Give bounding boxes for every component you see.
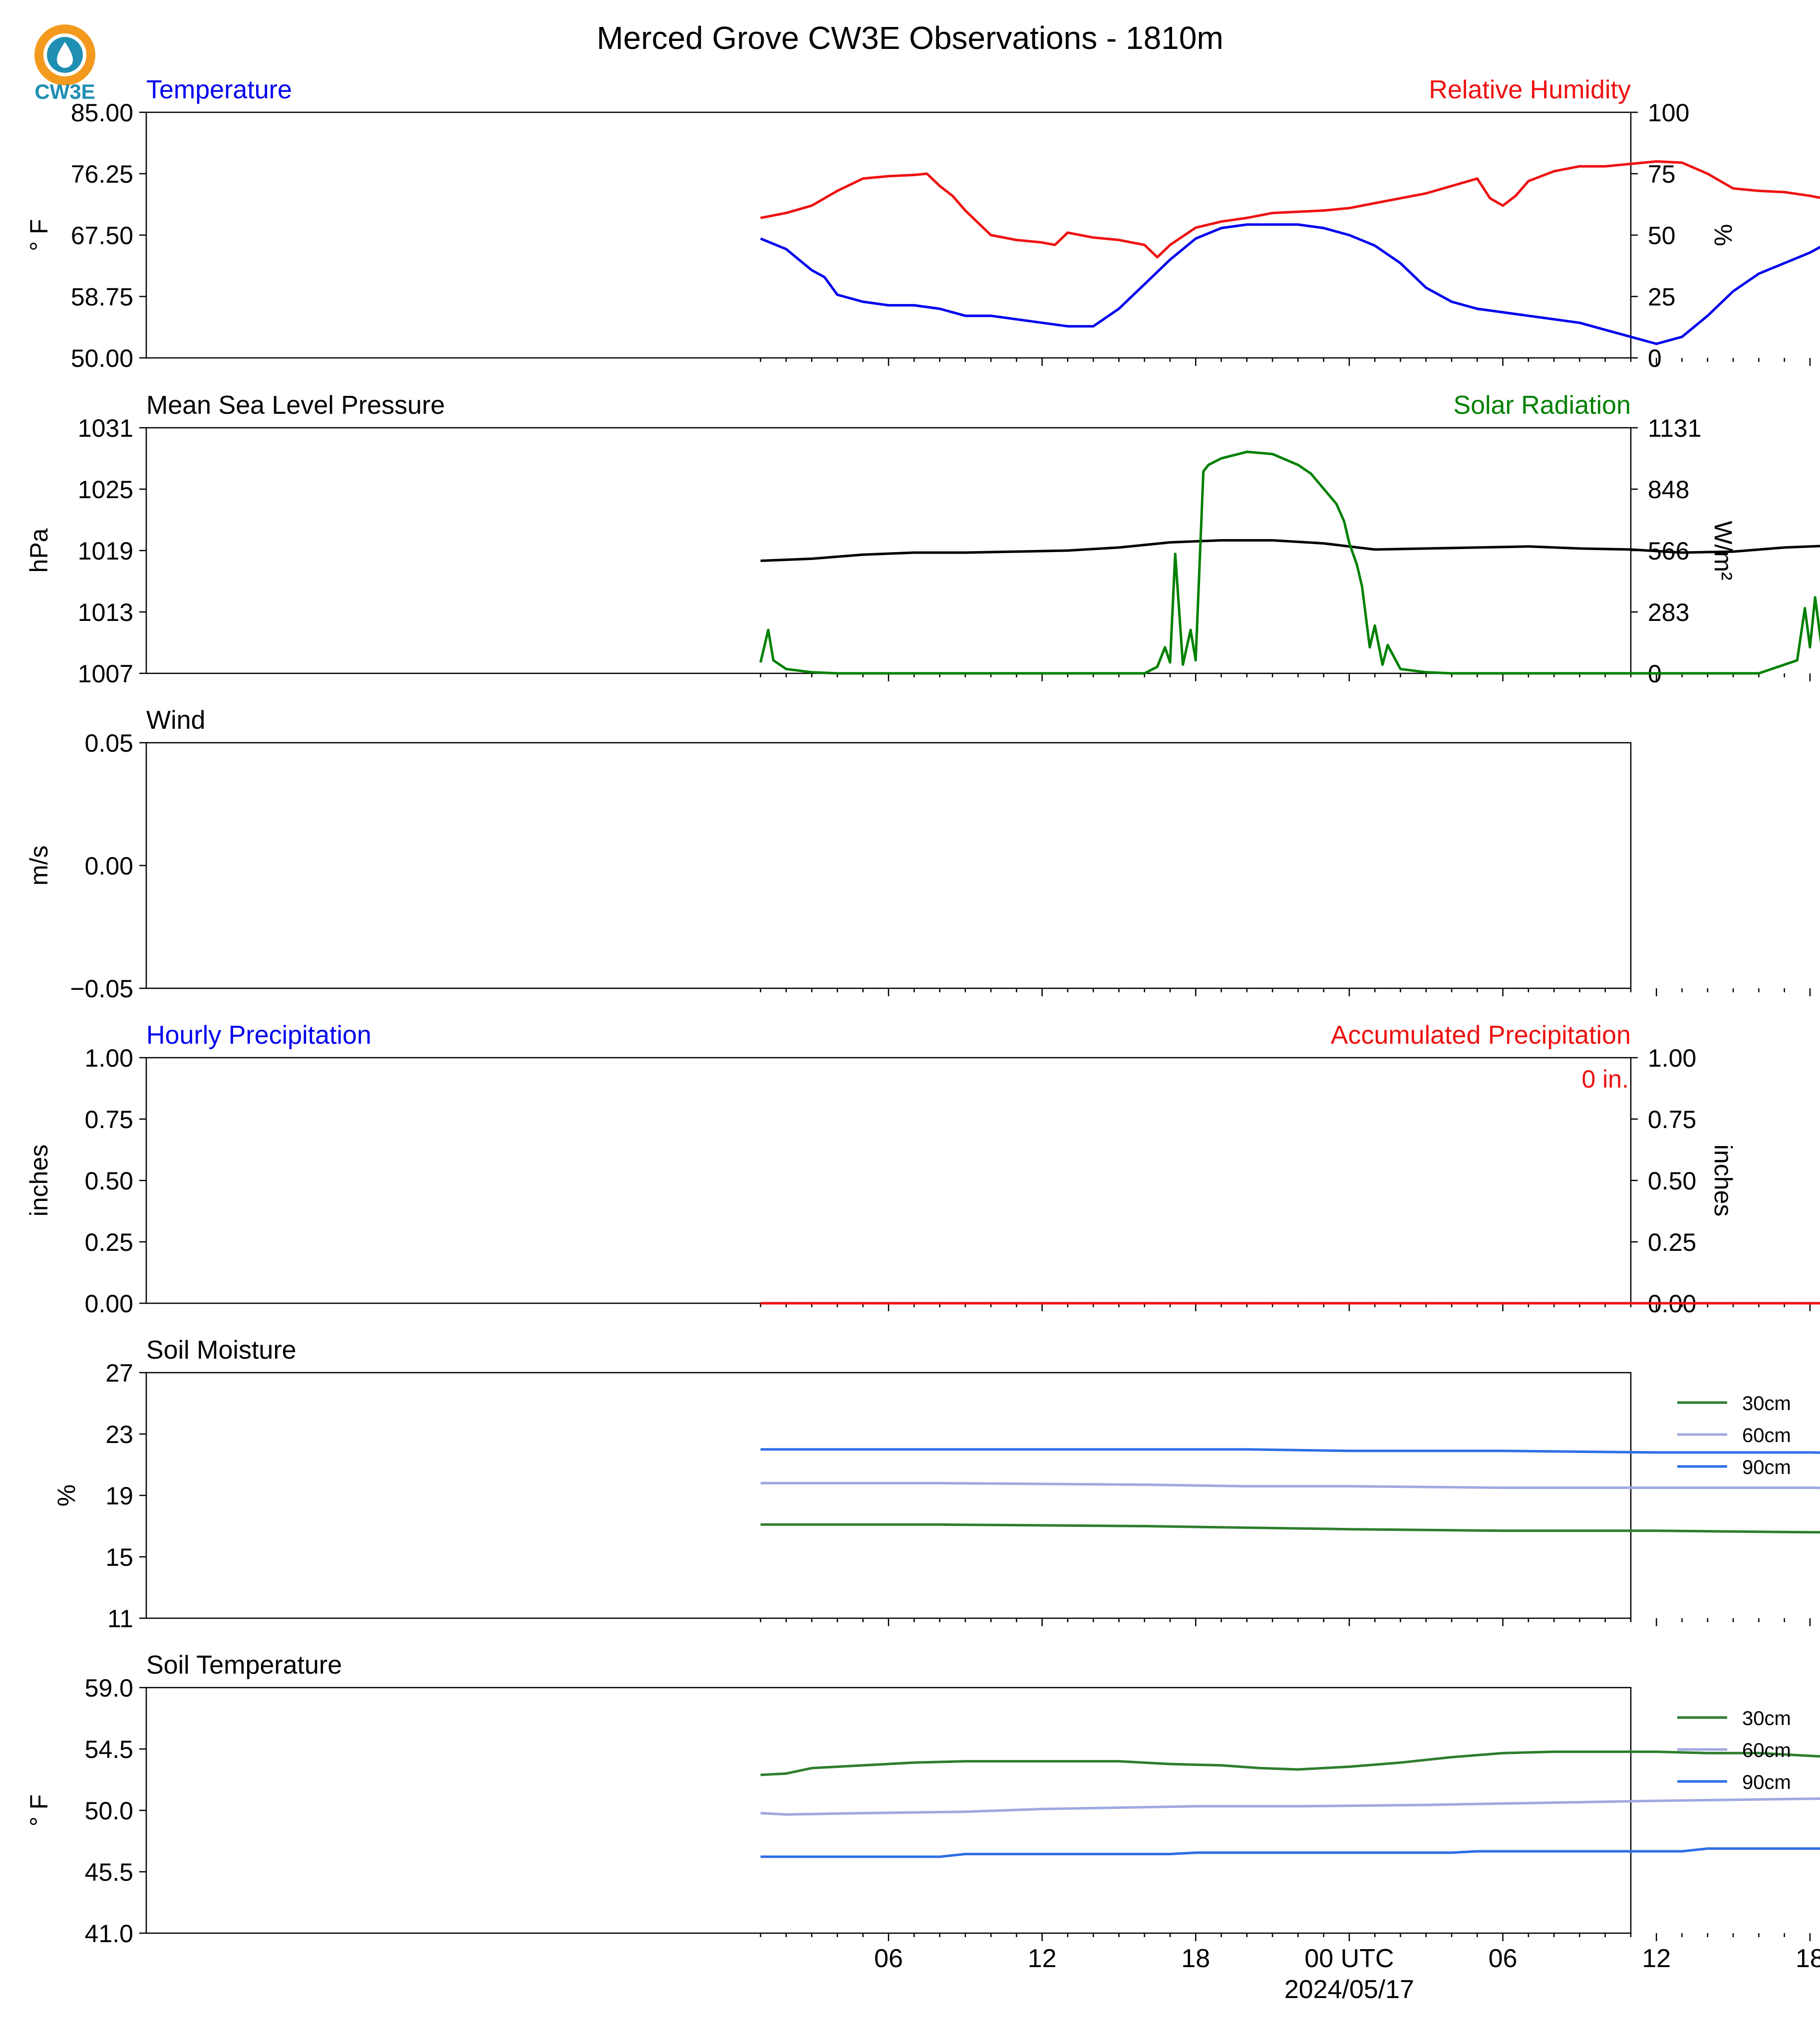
series-line-temperature: [760, 223, 1820, 345]
y-left-tick-label: 59.0: [85, 1674, 133, 1702]
logo-drop-icon: [57, 42, 73, 68]
panel-3: 0.05 0.00 −0.05 Wind m/s: [25, 706, 1811, 1003]
x-tick-label: 06: [874, 1944, 903, 1973]
legend-label: 60cm: [1742, 1425, 1791, 1447]
legend-label: 90cm: [1742, 1456, 1791, 1478]
y-left-axis-label: ° F: [25, 1794, 53, 1826]
y-left-tick-label: −0.05: [70, 975, 133, 1003]
series-line-solar-radiation: [759, 450, 1820, 675]
y-left-tick-label: 0.25: [85, 1228, 133, 1256]
panel-title-left: Temperature: [146, 75, 292, 104]
x-tick-label: 00 UTC: [1304, 1944, 1394, 1973]
panel-title-right: Solar Radiation: [1453, 391, 1631, 420]
y-right-axis-label: %: [1709, 224, 1737, 246]
y-left-tick-label: 0.50: [85, 1167, 133, 1195]
y-right-tick-label: 75: [1648, 160, 1676, 188]
y-left-tick-label: 1.00: [85, 1044, 133, 1072]
y-left-axis-label: ° F: [25, 219, 53, 251]
panel-6: 59.0 54.5 50.0 45.5 41.0 Soil Temperature ° F 3…: [25, 1651, 1820, 1948]
series-line-relative-humidity: [760, 160, 1820, 259]
x-tick-date-label: 2024/05/17: [1284, 1975, 1414, 2004]
y-left-axis-label: inches: [25, 1145, 53, 1217]
panel-5: 27 23 19 15 11 Soil Moisture% 30cm 60cm 90cm: [52, 1336, 1820, 1633]
x-tick-label: 12: [1028, 1944, 1057, 1973]
panel-title-left: Soil Moisture: [146, 1336, 297, 1365]
y-left-tick-label: 1025: [78, 476, 133, 504]
legend-label: 30cm: [1742, 1393, 1791, 1415]
y-left-tick-label: 15: [105, 1543, 133, 1571]
y-left-tick-label: 45.5: [85, 1858, 133, 1886]
panel-title-right: Accumulated Precipitation: [1331, 1021, 1631, 1050]
y-right-tick-label: 0.25: [1648, 1228, 1696, 1256]
x-tick-label: 06: [1489, 1944, 1517, 1973]
legend-label: 30cm: [1742, 1708, 1791, 1730]
y-right-tick-label: 848: [1648, 476, 1689, 504]
y-left-axis-label: m/s: [25, 846, 53, 886]
y-left-tick-label: 11: [107, 1605, 133, 1633]
panel-title-left: Soil Temperature: [146, 1651, 342, 1680]
y-left-tick-label: 41.0: [85, 1920, 133, 1948]
series-line-60cm: [760, 1481, 1820, 1489]
y-right-tick-label: 0.75: [1648, 1106, 1696, 1134]
panel-1: 85.00 76.25 67.50 58.75 50.00 100 75 50 25 0 Tempe…: [25, 75, 1820, 372]
y-left-tick-label: 23: [105, 1421, 133, 1449]
y-left-tick-label: 1019: [78, 537, 133, 565]
logo-text: CW3E: [34, 80, 95, 103]
y-right-tick-label: 1.00: [1648, 1044, 1696, 1072]
y-left-tick-label: 85.00: [71, 99, 133, 127]
panel-title-left: Wind: [146, 706, 205, 735]
y-left-tick-label: 27: [105, 1359, 133, 1387]
y-left-tick-label: 50.0: [85, 1797, 133, 1825]
y-left-tick-label: 67.50: [71, 222, 133, 250]
y-left-tick-label: 0.75: [85, 1106, 133, 1134]
accumulated-total-label: 0 in.: [1581, 1065, 1629, 1093]
y-left-tick-label: 54.5: [85, 1736, 133, 1763]
y-left-axis-label: hPa: [25, 528, 53, 573]
panel-title-left: Hourly Precipitation: [146, 1021, 371, 1050]
legend-label: 90cm: [1742, 1771, 1791, 1793]
x-tick-label: 18: [1181, 1944, 1210, 1973]
y-left-tick-label: 0.00: [85, 1290, 133, 1318]
y-left-tick-label: 0.05: [85, 729, 133, 757]
panel-title-left: Mean Sea Level Pressure: [146, 391, 445, 420]
y-right-tick-label: 100: [1648, 99, 1689, 127]
panel-title-right: Relative Humidity: [1429, 75, 1631, 104]
y-left-axis-label: %: [52, 1484, 80, 1506]
y-right-axis-label: inches: [1709, 1145, 1737, 1217]
series-line-90cm: [760, 1448, 1820, 1454]
y-right-tick-label: 1131: [1648, 414, 1702, 442]
y-left-tick-label: 58.75: [71, 283, 133, 311]
x-tick-label: 12: [1642, 1944, 1671, 1973]
cw3e-logo: CW3E: [34, 24, 95, 103]
panels: 85.00 76.25 67.50 58.75 50.00 100 75 50 25 0 Tempe…: [25, 75, 1820, 2004]
series-line-60cm: [760, 1797, 1820, 1816]
legend-label: 60cm: [1742, 1739, 1791, 1761]
y-left-tick-label: 1013: [78, 598, 133, 626]
y-left-tick-label: 76.25: [71, 160, 133, 188]
y-right-tick-label: 25: [1648, 283, 1676, 311]
y-left-tick-label: 0.00: [85, 852, 133, 880]
y-left-tick-label: 1031: [78, 414, 133, 442]
y-left-tick-label: 19: [105, 1482, 133, 1510]
x-tick-label: 18: [1796, 1944, 1820, 1973]
series-line-90cm: [760, 1847, 1820, 1858]
y-right-tick-label: 283: [1648, 598, 1689, 626]
panel-4: 1.000.750.500.250.001.000.750.500.250.00…: [25, 1021, 1820, 1318]
figure-title: Merced Grove CW3E Observations - 1810m: [597, 20, 1223, 56]
y-right-tick-label: 50: [1648, 222, 1676, 250]
logo-ring: [34, 24, 95, 85]
series-line-30cm: [760, 1523, 1820, 1534]
y-right-tick-label: 0: [1648, 344, 1662, 372]
series-line-30cm: [760, 1750, 1820, 1776]
series-line-mean-sea-level-pressure: [760, 539, 1820, 562]
y-left-tick-label: 1007: [78, 660, 133, 688]
y-right-tick-label: 0.50: [1648, 1167, 1696, 1195]
y-left-tick-label: 50.00: [71, 344, 133, 372]
